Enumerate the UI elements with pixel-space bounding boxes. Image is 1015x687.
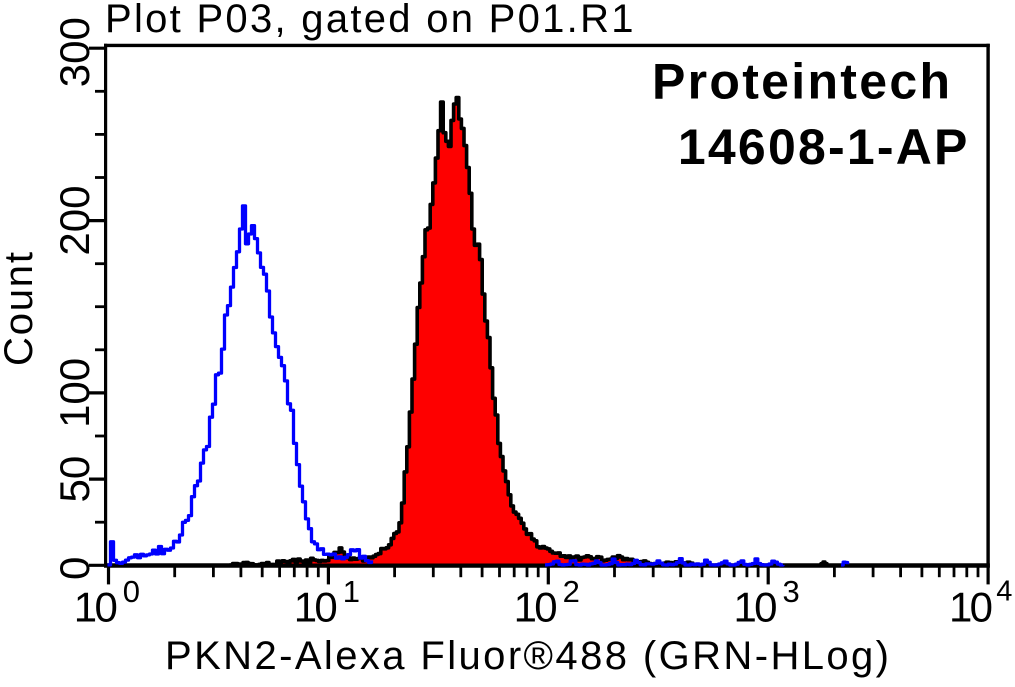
svg-text:0: 0 — [51, 557, 98, 580]
svg-text:10: 10 — [949, 583, 993, 630]
svg-text:Count: Count — [0, 252, 41, 366]
svg-text:14608-1-AP: 14608-1-AP — [678, 119, 968, 175]
svg-text:10: 10 — [294, 583, 338, 630]
svg-text:0: 0 — [123, 574, 140, 609]
svg-text:50: 50 — [51, 456, 98, 503]
svg-text:10: 10 — [734, 583, 778, 630]
svg-text:Proteintech: Proteintech — [652, 53, 950, 109]
svg-text:PKN2-Alexa Fluor®488 (GRN-HLog: PKN2-Alexa Fluor®488 (GRN-HLog) — [165, 634, 889, 678]
svg-text:3: 3 — [783, 574, 800, 609]
svg-text:10: 10 — [74, 583, 118, 630]
svg-text:200: 200 — [51, 186, 98, 256]
svg-text:100: 100 — [51, 358, 98, 428]
svg-text:4: 4 — [996, 576, 1012, 608]
svg-text:2: 2 — [563, 574, 580, 609]
svg-text:Plot P03, gated on P01.R1: Plot P03, gated on P01.R1 — [105, 0, 634, 41]
svg-text:10: 10 — [514, 583, 558, 630]
svg-text:1: 1 — [343, 574, 360, 609]
svg-text:300: 300 — [51, 17, 98, 87]
